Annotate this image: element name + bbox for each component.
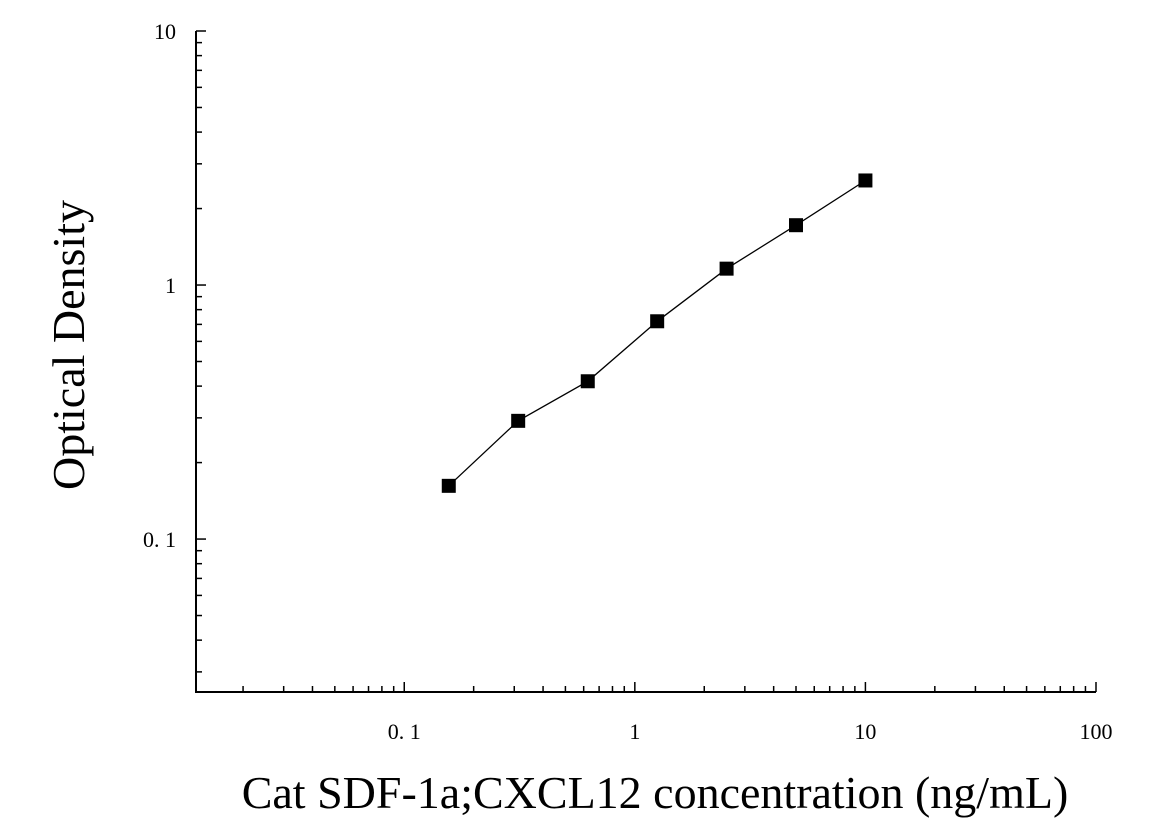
data-point <box>650 314 665 329</box>
data-point <box>719 261 734 276</box>
x-tick-label: 10 <box>854 719 876 744</box>
x-tick-label: 0. 1 <box>388 719 421 744</box>
x-tick-label: 100 <box>1080 719 1113 744</box>
tick-labels: 0. 1 1 10 100 0. 1 1 10 <box>143 19 1113 744</box>
y-tick-label: 0. 1 <box>143 527 176 552</box>
axes <box>195 31 1096 693</box>
data-points <box>441 173 873 493</box>
ticks <box>196 30 1097 692</box>
data-point <box>858 173 873 188</box>
y-axis-title: Optical Density <box>43 200 94 490</box>
x-axis-title: Cat SDF-1a;CXCL12 concentration (ng/mL) <box>242 767 1069 818</box>
data-point <box>511 413 526 428</box>
y-tick-label: 10 <box>154 19 176 44</box>
data-point <box>441 478 456 493</box>
data-point <box>789 218 803 233</box>
y-tick-label: 1 <box>165 273 176 298</box>
data-point <box>580 374 595 389</box>
x-tick-label: 1 <box>629 719 640 744</box>
